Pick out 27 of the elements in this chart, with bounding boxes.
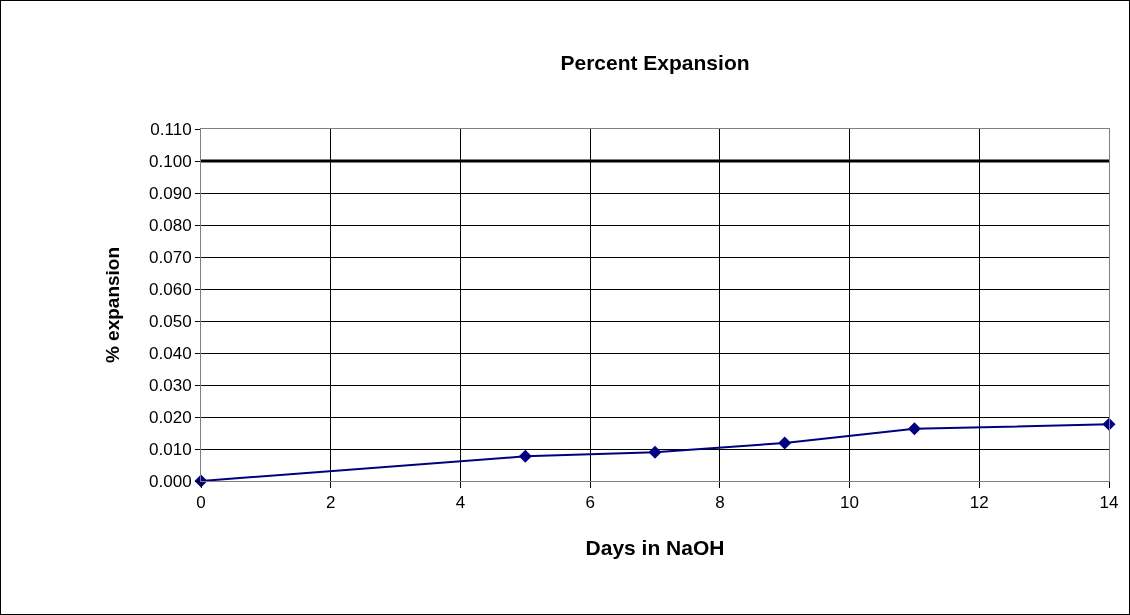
chart-title: Percent Expansion bbox=[560, 50, 750, 74]
y-tick-label: 0.000 bbox=[149, 471, 192, 491]
y-tick-label: 0.110 bbox=[150, 119, 192, 139]
y-tick-label: 0.030 bbox=[149, 375, 192, 395]
x-tick-label: 12 bbox=[969, 493, 989, 513]
point bbox=[907, 422, 921, 436]
x-tick-label: 14 bbox=[1099, 493, 1119, 513]
x-tick-label: 4 bbox=[455, 493, 466, 513]
y-tick-label: 0.080 bbox=[149, 215, 192, 235]
y-tick-label: 0.040 bbox=[149, 343, 192, 363]
y-axis-title: % expansion bbox=[101, 246, 123, 364]
point bbox=[518, 449, 532, 463]
y-tick-label: 0.060 bbox=[149, 279, 192, 299]
x-tick-label: 0 bbox=[196, 493, 206, 513]
point bbox=[648, 445, 662, 459]
x-tick-label: 6 bbox=[585, 493, 595, 513]
y-tick-label: 0.100 bbox=[149, 151, 192, 171]
y-tick-label: 0.090 bbox=[149, 183, 192, 203]
y-tick-label: 0.050 bbox=[149, 311, 192, 331]
x-tick-label: 8 bbox=[715, 493, 725, 513]
y-tick-label: 0.020 bbox=[149, 407, 192, 427]
x-axis-title: Days in NaOH bbox=[585, 535, 725, 559]
y-tick-label: 0.010 bbox=[149, 439, 192, 459]
x-tick-label: 10 bbox=[840, 493, 860, 513]
point bbox=[778, 436, 792, 450]
y-tick-label: 0.070 bbox=[149, 247, 192, 267]
x-tick-label: 2 bbox=[325, 493, 336, 513]
